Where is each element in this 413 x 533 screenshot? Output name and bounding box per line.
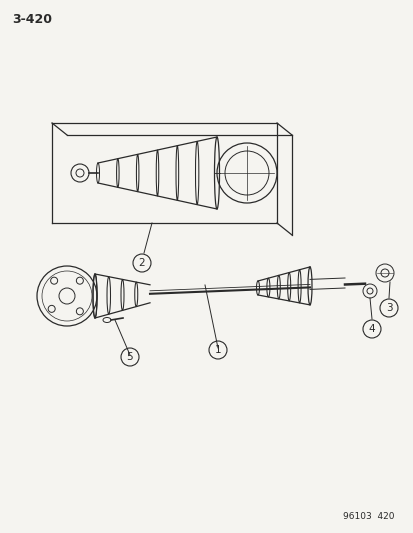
Text: 4: 4 (368, 324, 375, 334)
Text: 1: 1 (214, 345, 221, 355)
Text: 96103  420: 96103 420 (343, 512, 394, 521)
Text: 2: 2 (138, 258, 145, 268)
Text: 3-420: 3-420 (12, 13, 52, 26)
Text: 3: 3 (385, 303, 392, 313)
Text: 5: 5 (126, 352, 133, 362)
